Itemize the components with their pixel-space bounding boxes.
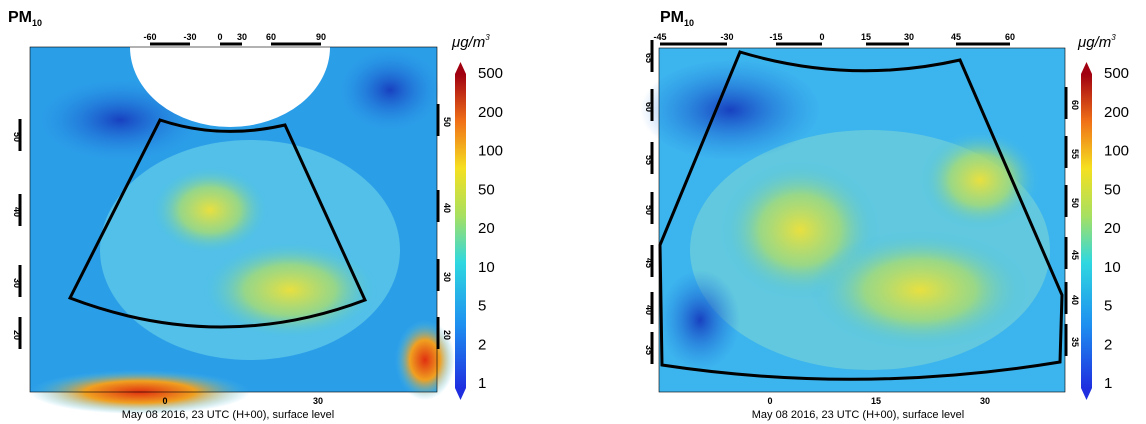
left-tick-label: 60 — [644, 102, 654, 112]
left-tick-label: 50 — [12, 132, 22, 142]
colorbar-label: 1 — [478, 375, 486, 392]
panel-title: PM10 — [660, 9, 694, 28]
right-tick-label: 30 — [442, 272, 452, 282]
right-tick-label: 55 — [1070, 149, 1080, 159]
colorbar-label: 1 — [1104, 375, 1112, 392]
left-tick-label: 40 — [644, 305, 654, 315]
colorbar-label: 500 — [1104, 65, 1129, 82]
title-text: PM — [660, 9, 684, 26]
left-tick-label: 45 — [644, 258, 654, 268]
top-tick-label: 30 — [904, 32, 914, 42]
left-tick-label: 35 — [644, 345, 654, 355]
colorbar-label: 10 — [1104, 259, 1121, 276]
colorbar-label: 20 — [1104, 220, 1121, 237]
top-tick-label: 60 — [1005, 32, 1015, 42]
right-tick-label: 35 — [1070, 337, 1080, 347]
top-tick-label: 45 — [951, 32, 961, 42]
title-subscript: 10 — [32, 18, 42, 28]
colorbar-label: 200 — [478, 104, 503, 121]
unit-superscript: 3 — [1111, 33, 1116, 42]
left-tick-label: 30 — [12, 278, 22, 288]
top-tick-label: 30 — [237, 32, 247, 42]
right-tick-label: 45 — [1070, 250, 1080, 260]
left-tick-label: 40 — [12, 207, 22, 217]
colorbar-label: 500 — [478, 65, 503, 82]
colorbar — [1081, 62, 1092, 400]
colorbar-label: 2 — [1104, 336, 1112, 353]
right-tick-label: 50 — [1070, 198, 1080, 208]
right-tick-label: 60 — [1070, 100, 1080, 110]
left-tick-label: 20 — [12, 330, 22, 340]
colorbar-label: 100 — [478, 143, 503, 160]
right-tick-label: 40 — [1070, 295, 1080, 305]
top-tick-label: -60 — [143, 32, 156, 42]
left-tick-label: 50 — [644, 205, 654, 215]
top-tick-label: 0 — [217, 32, 222, 42]
left-tick-label: 65 — [644, 53, 654, 63]
colorbar-label: 200 — [1104, 104, 1129, 121]
colorbar-label: 50 — [478, 181, 495, 198]
colorbar-label: 2 — [478, 336, 486, 353]
top-tick-label: -30 — [183, 32, 196, 42]
colorbar-label: 100 — [1104, 143, 1129, 160]
title-text: PM — [8, 9, 32, 26]
title-subscript: 10 — [684, 18, 694, 28]
bottom-tick-label: 15 — [871, 396, 881, 406]
colorbar — [455, 62, 466, 400]
top-tick-label: -30 — [720, 32, 733, 42]
colorbar-unit: μg/m3 — [451, 33, 490, 51]
unit-text: μg/m — [1077, 34, 1111, 51]
top-tick-label: -15 — [769, 32, 782, 42]
map — [29, 46, 455, 414]
bottom-tick-label: 0 — [162, 396, 167, 406]
colorbar-label: 10 — [478, 259, 495, 276]
caption: May 08 2016, 23 UTC (H+00), surface leve… — [122, 409, 334, 421]
top-tick-label: 15 — [861, 32, 871, 42]
colorbar-label: 5 — [478, 298, 486, 315]
top-tick-label: 90 — [316, 32, 326, 42]
colorbar-label: 50 — [1104, 181, 1121, 198]
top-tick-label: 0 — [819, 32, 824, 42]
bottom-tick-label: 0 — [767, 396, 772, 406]
unit-superscript: 3 — [485, 33, 490, 42]
right-tick-label: 50 — [442, 117, 452, 127]
map — [640, 47, 1066, 393]
bottom-tick-label: 30 — [980, 396, 990, 406]
panel-title: PM10 — [8, 9, 42, 28]
right-tick-label: 20 — [442, 330, 452, 340]
left-tick-label: 55 — [644, 155, 654, 165]
caption: May 08 2016, 23 UTC (H+00), surface leve… — [752, 409, 964, 421]
bottom-tick-label: 30 — [313, 396, 323, 406]
top-tick-label: -45 — [653, 32, 666, 42]
colorbar-label: 5 — [1104, 298, 1112, 315]
top-tick-label: 60 — [266, 32, 276, 42]
unit-text: μg/m — [451, 34, 485, 51]
colorbar-label: 20 — [478, 220, 495, 237]
colorbar-unit: μg/m3 — [1077, 33, 1116, 51]
right-tick-label: 40 — [442, 203, 452, 213]
